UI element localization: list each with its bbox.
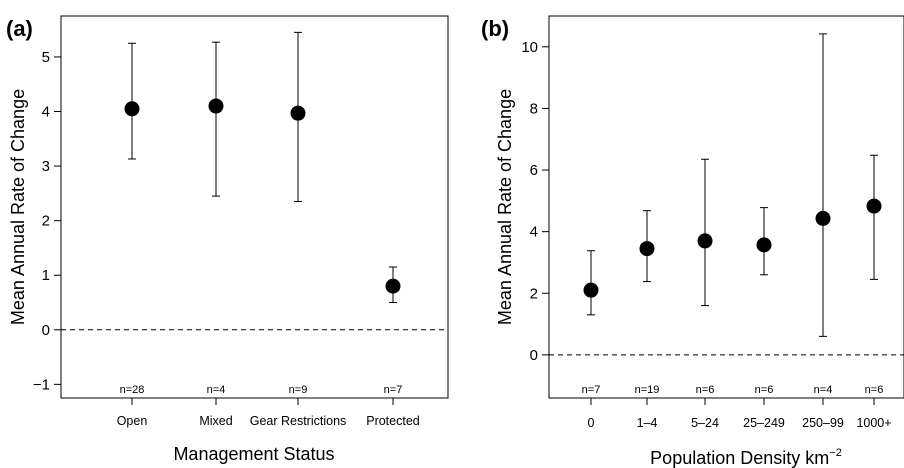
panel-a-category-label: Gear Restrictions (250, 414, 347, 428)
panel-b-xlabel-main: Population Density km (650, 448, 829, 468)
panel-a-data-point (208, 98, 224, 114)
panel-a-n-label: n=28 (120, 384, 145, 396)
panel-b-data-point (583, 282, 599, 298)
panel-b-data-point (639, 241, 655, 257)
panel-b-label: (b) (481, 16, 509, 41)
panel-a-y-axis: −1 0 1 2 3 4 5 Open Mixed Gear Restrictions Protec… (33, 49, 420, 428)
panel-a-ytick-label: 4 (42, 104, 50, 121)
panel-a-ylabel: Mean Annual Rate of Change (8, 89, 28, 325)
panel-b-category-label: 1000+ (856, 416, 891, 430)
panel-a-n-label: n=9 (289, 384, 308, 396)
panel-a-ytick-label: 0 (42, 322, 50, 339)
panel-b-category-label: 25–249 (743, 416, 785, 430)
panel-b-data-point (815, 210, 831, 226)
panel-b-xlabel: Population Density km−2 (650, 447, 842, 468)
panel-a-data-point (385, 278, 401, 294)
panel-a-ytick-label: 1 (42, 267, 50, 284)
panel-b-ylabel: Mean Annual Rate of Change (495, 89, 515, 325)
panel-a-n-label: n=7 (384, 384, 403, 396)
panel-a-label: (a) (6, 16, 33, 41)
panel-b-category-label: 250–99 (802, 416, 844, 430)
panel-b-n-label: n=6 (865, 384, 884, 396)
panel-b-n-label: n=6 (696, 384, 715, 396)
panel-b-ytick-label: 10 (521, 39, 538, 56)
panel-b: (b) Mean Annual Rate of Change Populatio… (481, 15, 904, 468)
panel-a-frame (60, 15, 449, 399)
panel-b-category-label: 0 (588, 416, 595, 430)
panel-b-frame (548, 15, 904, 399)
panel-b-ytick-label: 6 (530, 162, 538, 179)
panel-b-xlabel-sup: −2 (829, 447, 842, 459)
panel-a: (a) Mean Annual Rate of Change Managemen… (6, 15, 449, 464)
panel-a-ytick-label: 3 (42, 158, 50, 175)
panel-a-category-label: Open (117, 414, 148, 428)
panel-b-category-label: 5–24 (691, 416, 719, 430)
panel-a-xlabel: Management Status (173, 444, 334, 464)
panel-a-data-point (124, 101, 140, 117)
panel-a-data-point (290, 105, 306, 121)
panel-b-ytick-label: 8 (530, 100, 538, 117)
panel-b-category-label: 1–4 (637, 416, 658, 430)
panel-b-ytick-label: 2 (530, 285, 538, 302)
panel-a-category-label: Protected (366, 414, 420, 428)
panel-b-data-point (866, 198, 882, 214)
panel-a-marks: n=28 n=4 n=9 n=7 (61, 31, 448, 396)
panel-b-marks: n=7 n=19 n=6 n=6 n=4 n=6 (549, 33, 904, 396)
panel-a-category-label: Mixed (199, 414, 232, 428)
panel-b-data-point (697, 233, 713, 249)
panel-b-n-label: n=4 (814, 384, 833, 396)
panel-b-data-point (756, 237, 772, 253)
panel-b-n-label: n=6 (755, 384, 774, 396)
panel-b-ytick-label: 4 (530, 224, 538, 241)
panel-b-n-label: n=19 (635, 384, 660, 396)
panel-a-n-label: n=4 (207, 384, 226, 396)
panel-b-y-axis: 0 2 4 6 8 10 0 1–4 5–24 25–249 250–99 1000+ (521, 39, 891, 430)
panel-b-n-label: n=7 (582, 384, 601, 396)
panel-a-ytick-label: 5 (42, 49, 50, 66)
panel-b-ytick-label: 0 (530, 347, 538, 364)
panel-a-ytick-label: 2 (42, 213, 50, 230)
panel-a-ytick-label: −1 (33, 376, 50, 393)
